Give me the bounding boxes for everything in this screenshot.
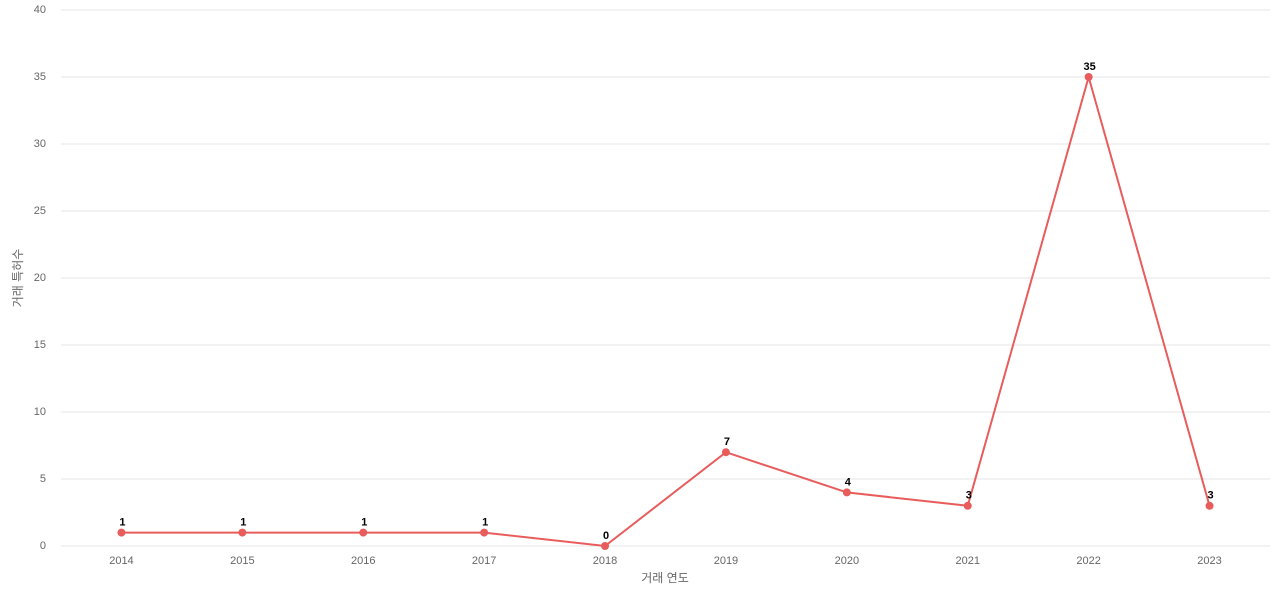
- x-axis-label: 거래 연도: [641, 571, 689, 585]
- y-tick-label: 25: [34, 205, 46, 217]
- y-axis-label: 거래 특허수: [11, 249, 25, 308]
- point: [1084, 73, 1093, 81]
- line: [121, 73, 1211, 548]
- point: [117, 528, 126, 537]
- y-tick-label: 15: [34, 339, 46, 351]
- point: [601, 542, 610, 550]
- y-tick-label: 30: [34, 138, 46, 150]
- x-tick-label: 2015: [230, 555, 254, 567]
- data-label: 3: [966, 490, 972, 502]
- point: [480, 528, 489, 537]
- x-tick-label: 2018: [593, 555, 617, 567]
- y-tick-label: 0: [40, 540, 46, 552]
- y-tick-label: 20: [34, 272, 46, 284]
- data-label: 7: [724, 436, 730, 448]
- data-label: 1: [119, 517, 125, 529]
- x-tick-label: 2017: [472, 555, 496, 567]
- x-tick-label: 2016: [351, 555, 375, 567]
- x-tick-label: 2023: [1197, 555, 1221, 567]
- x-tick-label: 2014: [109, 555, 133, 567]
- x-tick-label: 2020: [835, 555, 859, 567]
- y-tick-label: 40: [34, 4, 46, 16]
- data-label: 1: [482, 517, 488, 529]
- y-tick-label: 5: [40, 473, 46, 485]
- point: [842, 488, 851, 497]
- data-label: 0: [603, 530, 609, 542]
- data-label: 4: [845, 476, 852, 488]
- data-label: 1: [361, 517, 367, 529]
- point: [359, 528, 368, 537]
- point: [1205, 501, 1214, 510]
- x-tick-label: 2022: [1076, 555, 1100, 567]
- point: [238, 528, 247, 537]
- point: [963, 501, 972, 510]
- data-label: 1: [240, 517, 246, 529]
- x-tick-label: 2019: [714, 555, 738, 567]
- y-tick-label: 35: [34, 71, 46, 83]
- data-label: 3: [1207, 490, 1213, 502]
- x-tick-label: 2021: [956, 555, 980, 567]
- point: [721, 448, 730, 457]
- y-tick-label: 10: [34, 406, 46, 418]
- data-label: 35: [1084, 61, 1096, 73]
